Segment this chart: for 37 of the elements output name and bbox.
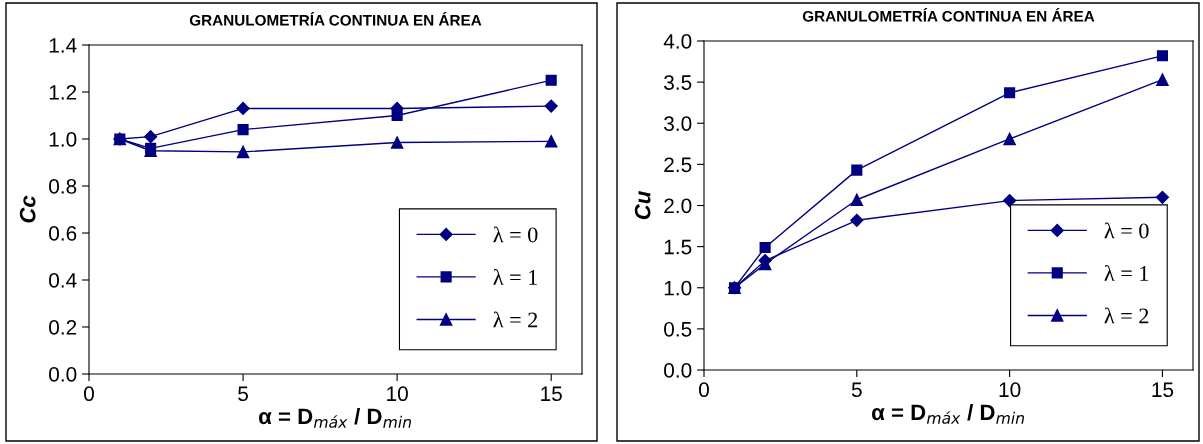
y-axis-title: Cc (19, 195, 36, 223)
x-axis-title: α = D$_{máx}$ / D$_{min}$ (259, 407, 411, 428)
x-tick-label: 5 (851, 382, 862, 398)
legend-label: λ = 1 (493, 269, 537, 285)
x-axis-title: α = D$_{máx}$ / D$_{min}$ (872, 403, 1024, 424)
y-tick-label: 1.2 (49, 85, 77, 100)
y-tick-label: 1.5 (664, 239, 692, 255)
x-tick-label: 5 (238, 386, 248, 402)
y-tick-label: 1.4 (49, 38, 77, 53)
legend-label: λ = 0 (493, 226, 538, 243)
y-tick-label: 0.0 (664, 363, 692, 378)
y-tick-label: 2.5 (664, 157, 692, 173)
y-tick-label: 0.5 (664, 321, 692, 337)
y-tick-label: 1.0 (49, 132, 77, 147)
y-tick-label: 0.8 (49, 179, 77, 194)
x-tick-label: 10 (387, 386, 408, 402)
y-tick-label: 3.5 (664, 75, 692, 90)
y-tick-label: 0.0 (49, 367, 77, 382)
y-tick-label: 0.2 (49, 320, 77, 335)
x-tick-label: 15 (541, 386, 562, 402)
legend-label: λ = 0 (1104, 222, 1149, 239)
chart-title: GRANULOMETRÍA CONTINUA EN ÁREA (802, 8, 1095, 22)
legend-label: λ = 2 (493, 311, 538, 328)
x-tick-label: 15 (1152, 382, 1174, 398)
chart-title: GRANULOMETRÍA CONTINUA EN ÁREA (189, 12, 482, 26)
legend-label: λ = 2 (1104, 307, 1149, 324)
y-axis-title: Cu (634, 191, 651, 220)
y-tick-label: 4.0 (663, 34, 692, 49)
y-tick-label: 1.0 (664, 280, 692, 296)
y-tick-label: 0.4 (49, 273, 77, 288)
y-tick-label: 2.0 (664, 198, 692, 214)
y-tick-label: 3.0 (664, 116, 692, 131)
legend-label: λ = 1 (1104, 265, 1149, 281)
x-tick-label: 10 (999, 382, 1021, 398)
x-tick-label: 0 (84, 386, 94, 402)
y-tick-label: 0.6 (49, 226, 77, 241)
x-tick-label: 0 (699, 382, 709, 398)
